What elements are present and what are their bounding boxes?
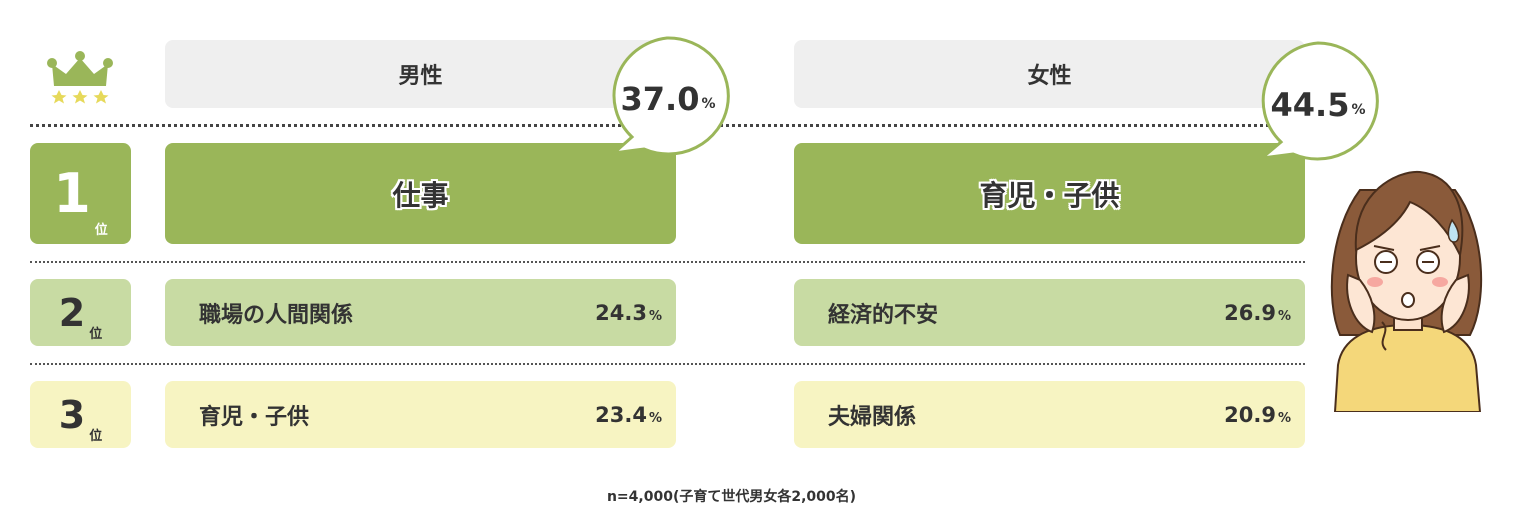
female-rank-2-label: 経済的不安 <box>828 302 939 328</box>
rank-suffix: 位 <box>94 223 108 238</box>
male-rank-1-label: 仕事 <box>392 178 449 212</box>
female-rank-1-box: 育児・子供 <box>794 143 1305 244</box>
male-rank-3-percent: 23.4% <box>595 402 662 427</box>
male-rank-2-label: 職場の人間関係 <box>199 302 354 328</box>
rank-3-badge: 3 位 <box>30 381 131 448</box>
crown-icon <box>47 51 113 104</box>
female-rank-2-box: 経済的不安 26.9% <box>794 279 1305 346</box>
male-percent-bubble <box>609 36 730 156</box>
divider-middle <box>30 261 1305 263</box>
male-top-percent: 37.0% <box>620 80 716 118</box>
divider-bottom <box>30 363 1305 365</box>
female-percent-bubble <box>1257 41 1379 161</box>
sample-size-footnote: n=4,000(子育て世代男女各2,000名) <box>606 489 857 505</box>
male-rank-3-box: 育児・子供 23.4% <box>165 381 676 448</box>
worried-woman-illustration <box>1330 170 1483 412</box>
male-rank-2-box: 職場の人間関係 24.3% <box>165 279 676 346</box>
rank-number: 3 <box>58 392 86 437</box>
male-header: 男性 <box>165 40 676 108</box>
rank-suffix: 位 <box>89 327 103 342</box>
male-rank-2-percent: 24.3% <box>595 300 662 325</box>
female-rank-3-label: 夫婦関係 <box>828 404 917 430</box>
male-rank-3-label: 育児・子供 <box>199 404 310 430</box>
male-rank-1-box: 仕事 <box>165 143 676 244</box>
female-top-percent: 44.5% <box>1270 86 1366 124</box>
female-rank-1-label: 育児・子供 <box>979 178 1120 212</box>
female-header: 女性 <box>794 40 1305 108</box>
rank-1-badge: 1 位 <box>30 143 131 244</box>
female-rank-3-box: 夫婦関係 20.9% <box>794 381 1305 448</box>
rank-number: 2 <box>58 290 86 335</box>
rank-suffix: 位 <box>89 429 103 444</box>
rank-2-badge: 2 位 <box>30 279 131 346</box>
female-rank-2-percent: 26.9% <box>1224 300 1291 325</box>
female-rank-3-percent: 20.9% <box>1224 402 1291 427</box>
rank-number: 1 <box>53 161 91 225</box>
